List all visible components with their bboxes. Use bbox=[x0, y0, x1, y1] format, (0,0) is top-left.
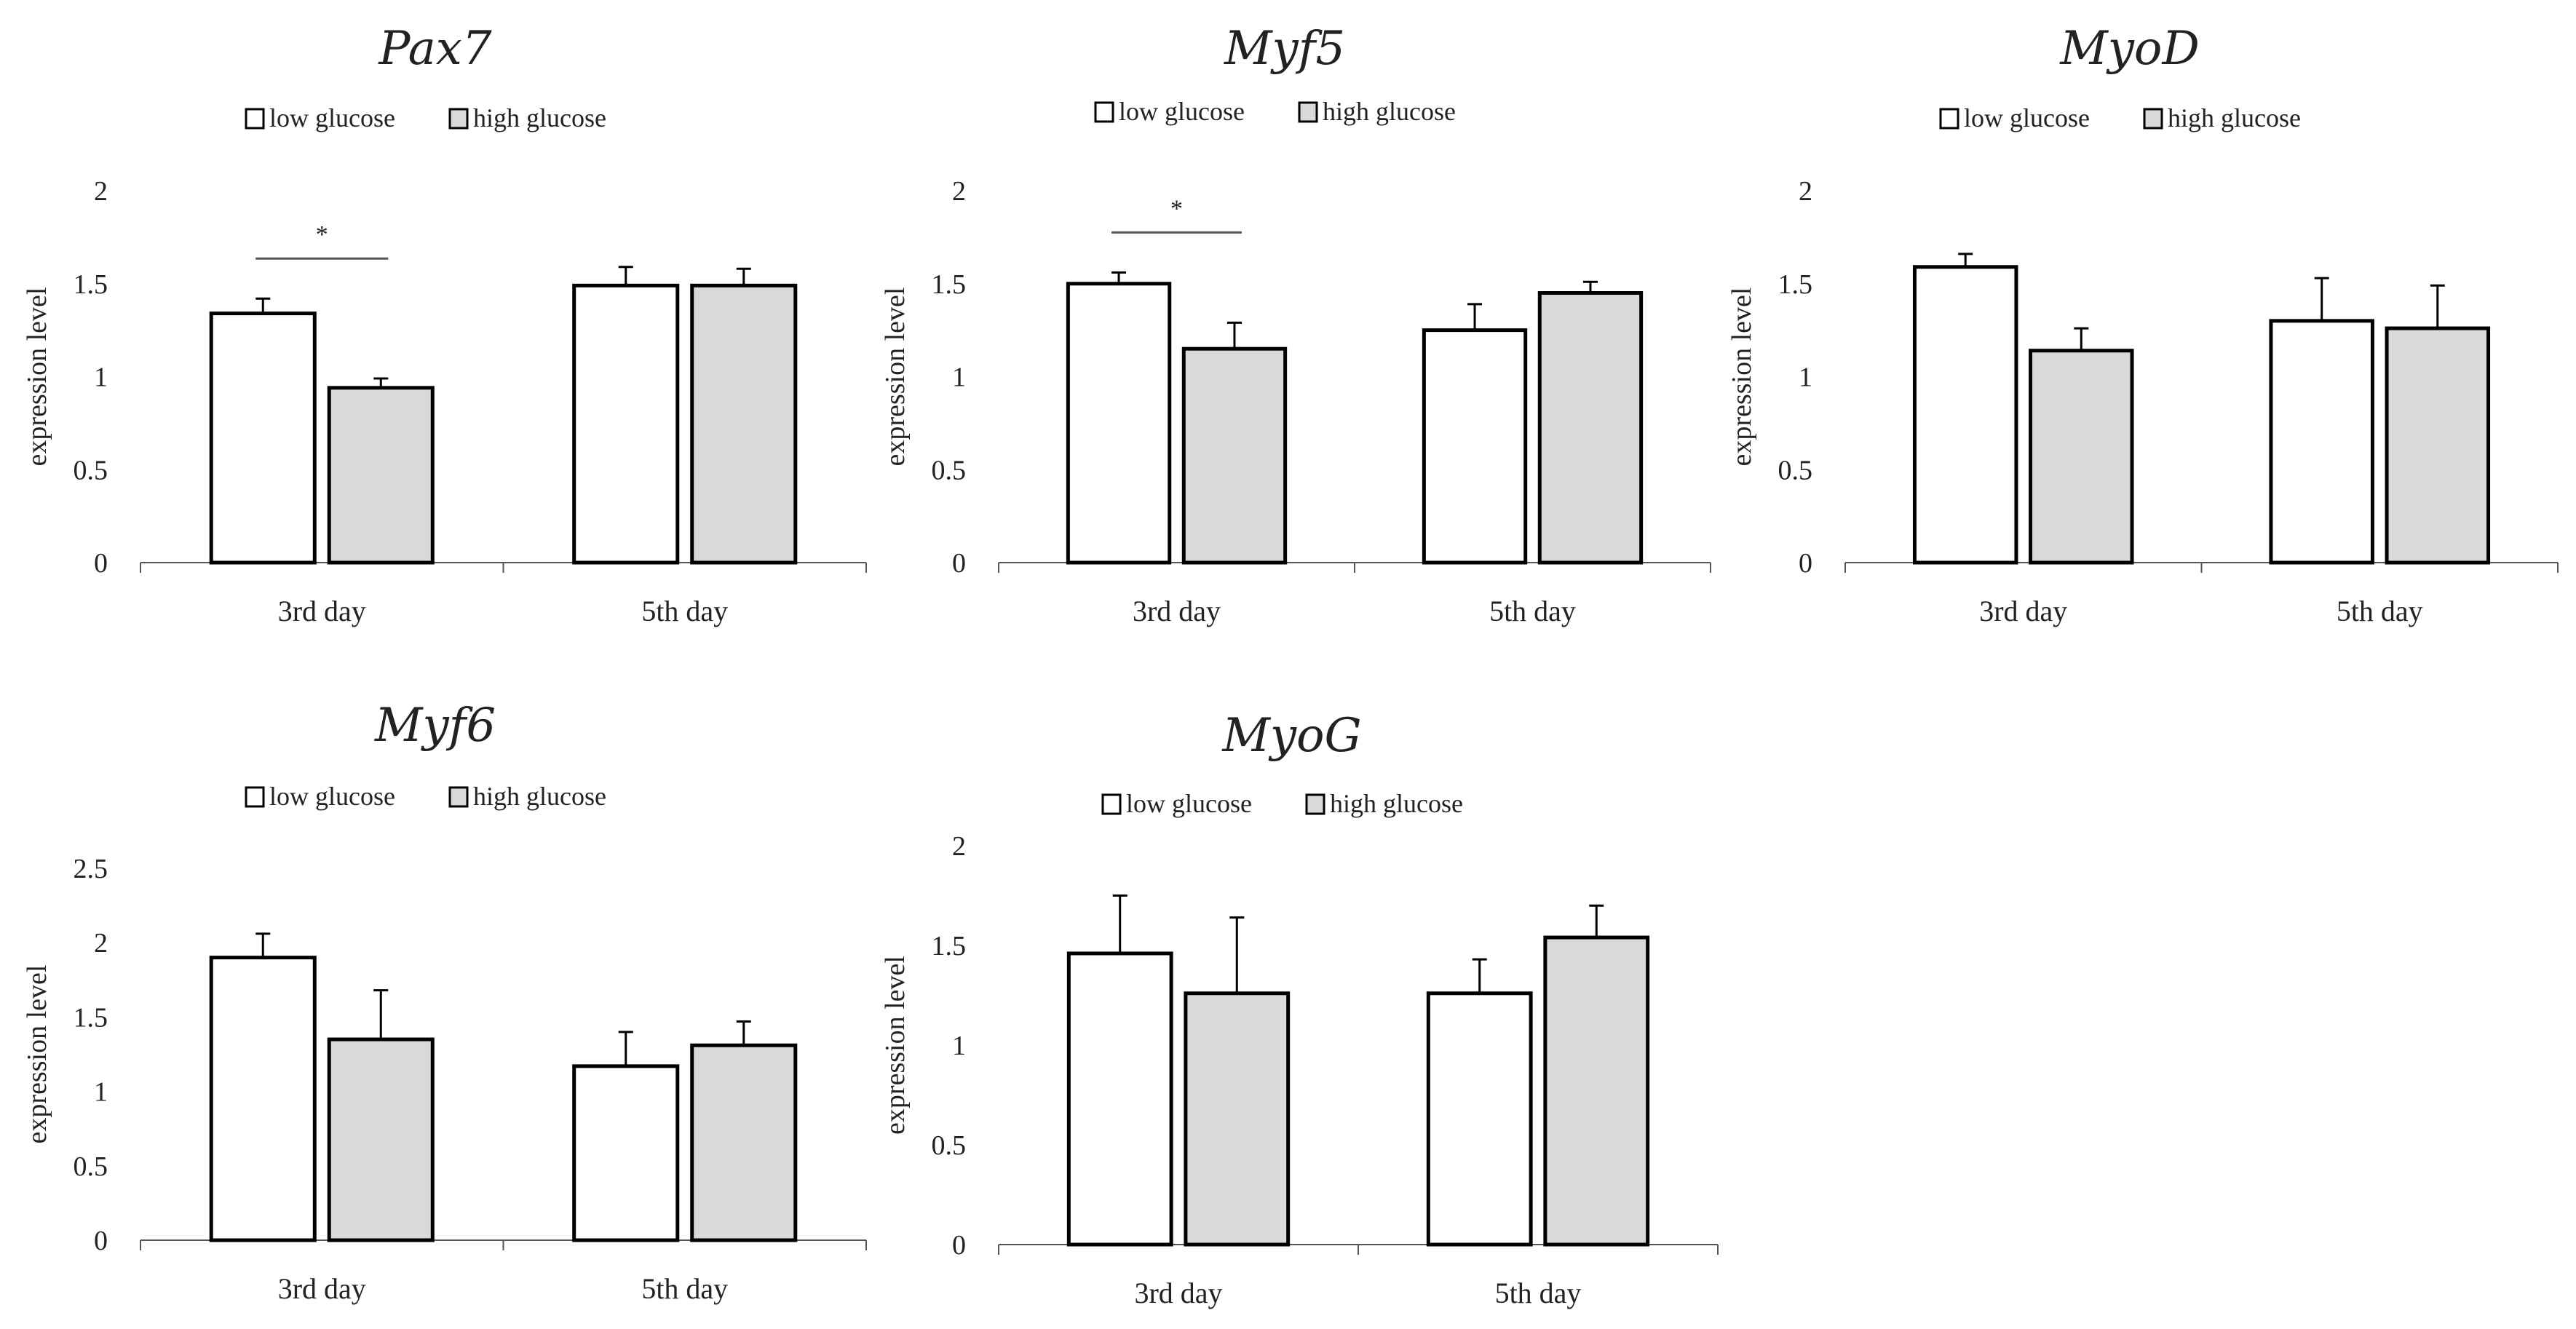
y-tick-label: 1 bbox=[94, 1077, 108, 1108]
y-axis-label: expression level bbox=[880, 956, 911, 1135]
bar-low-5th-day bbox=[572, 1064, 680, 1242]
y-tick-label: 1 bbox=[952, 1031, 966, 1061]
significance-star: * bbox=[316, 221, 328, 248]
legend-label-low: low glucose bbox=[1119, 97, 1245, 126]
bar-high-3rd-day bbox=[1184, 991, 1291, 1247]
bar-high-5th-day bbox=[1537, 291, 1644, 565]
legend-label-low: low glucose bbox=[269, 782, 395, 811]
y-tick-label: 0 bbox=[1799, 548, 1812, 579]
y-tick-label: 1 bbox=[94, 362, 108, 393]
chart-title: Myf6 bbox=[374, 699, 496, 753]
bar-high-5th-day bbox=[690, 283, 798, 565]
bar-high-3rd-day bbox=[327, 386, 435, 565]
bar-low-3rd-day bbox=[209, 312, 317, 565]
y-axis-label: expression level bbox=[22, 965, 52, 1144]
legend-swatch-high bbox=[2143, 108, 2163, 130]
bar-low-5th-day bbox=[2269, 319, 2374, 565]
y-tick-label: 1.5 bbox=[932, 269, 967, 300]
bar-low-5th-day bbox=[572, 283, 680, 565]
y-tick-label: 0.5 bbox=[74, 455, 108, 485]
legend-swatch-high bbox=[1305, 793, 1325, 815]
y-tick-label: 0 bbox=[952, 548, 966, 579]
legend-swatch-low bbox=[1101, 793, 1122, 815]
y-tick-label: 1.5 bbox=[1778, 269, 1813, 300]
legend-label-high: high glucose bbox=[2168, 103, 2301, 132]
y-tick-label: 2.5 bbox=[74, 854, 108, 884]
y-tick-label: 1.5 bbox=[74, 269, 108, 300]
significance-star: * bbox=[1170, 195, 1183, 222]
legend-label-low: low glucose bbox=[1126, 789, 1252, 818]
bar-high-3rd-day bbox=[2029, 349, 2134, 565]
y-tick-label: 1 bbox=[1799, 362, 1812, 393]
x-category-label: 3rd day bbox=[1133, 595, 1221, 627]
y-tick-label: 0.5 bbox=[74, 1151, 108, 1182]
legend-label-low: low glucose bbox=[1964, 103, 2090, 132]
x-category-label: 3rd day bbox=[1134, 1277, 1222, 1309]
y-tick-label: 2 bbox=[1799, 176, 1812, 207]
chart-panel-myf5: Myf5 low glucose high glucose expression le… bbox=[880, 22, 1711, 627]
bar-low-5th-day bbox=[1422, 328, 1528, 565]
bar-low-5th-day bbox=[1426, 991, 1533, 1247]
legend-swatch-low bbox=[1939, 108, 1959, 130]
y-tick-label: 0.5 bbox=[932, 455, 967, 485]
x-category-label: 5th day bbox=[641, 595, 728, 627]
chart-title: MyoD bbox=[2059, 22, 2200, 76]
bar-low-3rd-day bbox=[209, 956, 317, 1242]
legend-label-high: high glucose bbox=[473, 782, 606, 811]
legend-swatch-high bbox=[1298, 101, 1318, 123]
y-tick-label: 1.5 bbox=[932, 931, 967, 961]
bar-low-3rd-day bbox=[1066, 282, 1172, 565]
legend-swatch-low bbox=[245, 786, 265, 808]
chart-panel-myf6: Myf6 low glucose high glucose expression le… bbox=[22, 699, 867, 1305]
bar-low-3rd-day bbox=[1066, 951, 1173, 1247]
x-category-label: 3rd day bbox=[1979, 595, 2067, 627]
bar-high-5th-day bbox=[2385, 326, 2491, 565]
chart-panel-myog: MyoG low glucose high glucose expression le… bbox=[880, 709, 1719, 1309]
legend-swatch-low bbox=[1094, 101, 1114, 123]
y-tick-label: 2 bbox=[94, 928, 108, 959]
bar-high-3rd-day bbox=[327, 1037, 435, 1242]
x-category-label: 5th day bbox=[1489, 595, 1576, 627]
x-category-label: 5th day bbox=[1495, 1277, 1582, 1309]
bar-high-3rd-day bbox=[1181, 346, 1288, 565]
y-tick-label: 2 bbox=[952, 176, 966, 207]
y-tick-label: 2 bbox=[94, 176, 108, 207]
y-tick-label: 1.5 bbox=[74, 1002, 108, 1033]
legend-swatch-low bbox=[245, 108, 265, 130]
legend-label-low: low glucose bbox=[269, 103, 395, 132]
bar-high-5th-day bbox=[690, 1043, 798, 1242]
y-axis-label: expression level bbox=[22, 287, 52, 467]
chart-title: Myf5 bbox=[1224, 22, 1345, 76]
x-category-label: 5th day bbox=[641, 1272, 728, 1305]
y-tick-label: 0 bbox=[94, 548, 108, 579]
legend-label-high: high glucose bbox=[1330, 789, 1463, 818]
y-tick-label: 0 bbox=[94, 1226, 108, 1256]
y-tick-label: 2 bbox=[952, 831, 966, 862]
legend-swatch-high bbox=[448, 786, 469, 808]
x-category-label: 5th day bbox=[2337, 595, 2423, 627]
x-category-label: 3rd day bbox=[278, 1272, 366, 1305]
bar-high-5th-day bbox=[1543, 935, 1650, 1247]
y-tick-label: 0 bbox=[952, 1230, 966, 1261]
y-axis-label: expression level bbox=[1727, 287, 1757, 467]
y-tick-label: 0.5 bbox=[1778, 455, 1813, 485]
x-category-label: 3rd day bbox=[278, 595, 366, 627]
legend-label-high: high glucose bbox=[473, 103, 606, 132]
chart-title: MyoG bbox=[1221, 709, 1361, 763]
chart-title: Pax7 bbox=[378, 22, 491, 76]
chart-panel-myod: MyoD low glucose high glucose expression le… bbox=[1727, 22, 2559, 627]
bar-low-3rd-day bbox=[1912, 265, 2018, 565]
legend-label-high: high glucose bbox=[1323, 97, 1456, 126]
y-tick-label: 0.5 bbox=[932, 1130, 967, 1161]
chart-panel-pax7: Pax7 low glucose high glucose expression le… bbox=[22, 22, 867, 627]
y-axis-label: expression level bbox=[880, 287, 911, 467]
y-tick-label: 1 bbox=[952, 362, 966, 393]
legend-swatch-high bbox=[448, 108, 469, 130]
